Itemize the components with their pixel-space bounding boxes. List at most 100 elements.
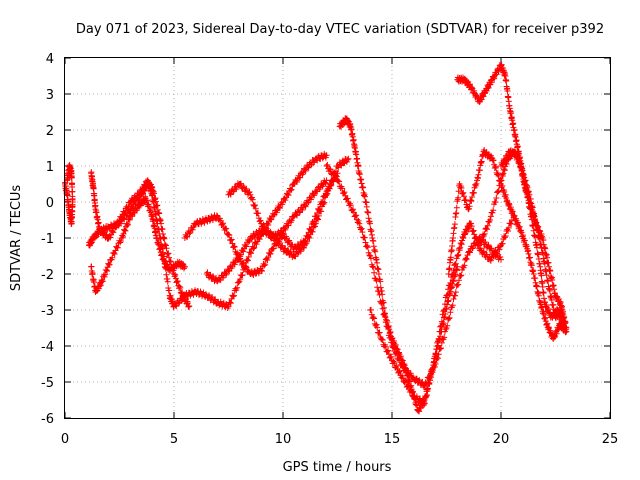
series-track-d: [88, 169, 177, 310]
interp-point: [132, 195, 139, 202]
data-point: [181, 263, 188, 270]
interp-point: [311, 223, 318, 230]
chart-title: Day 071 of 2023, Sidereal Day-to-day VTE…: [76, 22, 604, 37]
interp-point: [372, 248, 379, 255]
interp-point: [248, 250, 255, 257]
interp-point: [455, 277, 462, 284]
interp-point: [375, 288, 382, 295]
interp-point: [493, 164, 500, 171]
interp-point: [404, 367, 411, 374]
interp-point: [381, 304, 388, 311]
interp-point: [261, 262, 268, 269]
interp-point: [124, 221, 131, 228]
interp-point: [494, 171, 501, 178]
interp-point: [311, 192, 318, 199]
interp-point: [117, 239, 124, 246]
interp-point: [426, 379, 433, 386]
interp-point: [396, 368, 403, 375]
interp-point: [244, 256, 251, 263]
interp-point: [504, 154, 511, 161]
interp-point: [129, 213, 136, 220]
interp-point: [166, 254, 173, 261]
interp-point: [455, 188, 462, 195]
interp-point: [112, 224, 119, 231]
plot-frame: [64, 57, 611, 419]
interp-point: [319, 183, 326, 190]
interp-point: [109, 228, 116, 235]
interp-point: [427, 377, 434, 384]
interp-point: [262, 261, 269, 268]
interp-point: [473, 180, 480, 187]
interp-point: [282, 226, 289, 233]
interp-point: [484, 222, 491, 229]
interp-point: [489, 209, 496, 216]
interp-point: [244, 257, 251, 264]
interp-point: [424, 385, 431, 392]
interp-point: [166, 287, 173, 294]
interp-point: [340, 160, 347, 167]
interp-point: [385, 326, 392, 333]
interp-point: [389, 344, 396, 351]
interp-point: [505, 227, 512, 234]
interp-point: [167, 258, 174, 265]
series-track-h: [225, 177, 330, 242]
interp-point: [172, 272, 179, 279]
interp-point: [235, 279, 242, 286]
interp-point: [105, 260, 112, 267]
interp-point: [294, 179, 301, 186]
interp-point: [384, 323, 391, 330]
interp-point: [514, 151, 521, 158]
interp-point: [121, 226, 128, 233]
series-track-a: [62, 162, 76, 227]
interp-point: [435, 351, 442, 358]
series-track-b: [85, 179, 193, 310]
series-track-j: [323, 161, 504, 391]
data-point: [225, 231, 232, 238]
interp-point: [245, 253, 252, 260]
data-point: [258, 267, 265, 274]
interp-point: [369, 263, 376, 270]
interp-point: [321, 199, 328, 206]
interp-point: [284, 247, 291, 254]
interp-point: [223, 271, 230, 278]
interp-point: [420, 401, 427, 408]
interp-point: [460, 189, 467, 196]
interp-point: [324, 161, 331, 168]
interp-point: [252, 205, 259, 212]
y-axis-label: SDTVAR / TECUs: [9, 185, 24, 292]
interp-point: [449, 243, 456, 250]
interp-point: [189, 226, 196, 233]
interp-point: [444, 291, 451, 298]
interp-point: [164, 278, 171, 285]
interp-point: [115, 220, 122, 227]
interp-point: [227, 237, 234, 244]
interp-point: [449, 302, 456, 309]
interp-point: [344, 156, 351, 163]
interp-point: [202, 291, 209, 298]
series-track-c: [88, 193, 188, 295]
interp-point: [471, 231, 478, 238]
interp-point: [434, 339, 441, 346]
interp-point: [363, 243, 370, 250]
interp-point: [270, 245, 277, 252]
y-tick-label: -3: [41, 304, 54, 319]
interp-point: [176, 283, 183, 290]
interp-point: [460, 193, 467, 200]
interp-point: [371, 315, 378, 322]
interp-point: [121, 209, 128, 216]
interp-point: [481, 230, 488, 237]
interp-point: [149, 191, 156, 198]
interp-point: [302, 203, 309, 210]
interp-point: [445, 315, 452, 322]
interp-point: [455, 281, 462, 288]
interp-point: [539, 249, 546, 256]
interp-point: [255, 210, 262, 217]
interp-point: [466, 249, 473, 256]
data-point: [421, 400, 428, 407]
interp-point: [172, 302, 179, 309]
y-tick-label: 2: [46, 124, 54, 139]
interp-point: [371, 269, 378, 276]
interp-point: [480, 248, 487, 255]
data-point: [64, 177, 71, 184]
interp-point: [374, 259, 381, 266]
